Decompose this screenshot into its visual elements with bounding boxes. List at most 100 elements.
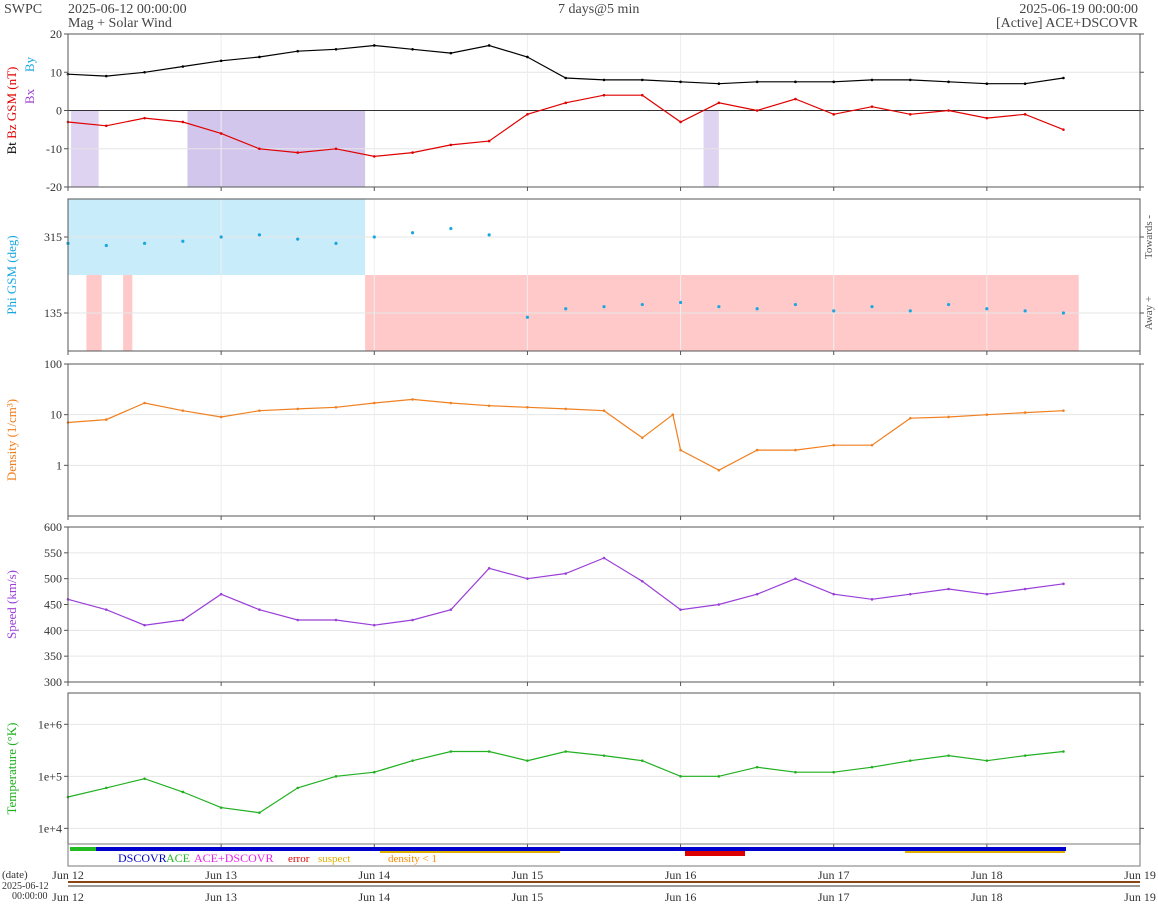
series-line-0	[67, 398, 1064, 471]
data-point-0	[908, 78, 912, 82]
side-label-towards: Towards -	[1143, 215, 1155, 259]
data-point-0	[755, 592, 759, 596]
data-point-0	[1023, 82, 1027, 86]
data-point-0	[717, 468, 721, 472]
y-tick-label: 400	[44, 623, 62, 637]
panel-frame	[67, 363, 1141, 517]
data-point-Phi GSM	[985, 307, 989, 311]
data-point-0	[908, 592, 912, 596]
data-point-0	[258, 608, 261, 611]
data-point-0	[104, 608, 108, 611]
legend-density-lt1: density < 1	[388, 853, 437, 865]
data-point-Phi GSM	[296, 237, 300, 241]
data-point-0	[1062, 76, 1065, 80]
data-point-0	[181, 790, 185, 794]
data-point-0	[296, 407, 300, 411]
data-point-Phi GSM	[793, 302, 798, 307]
data-point-0	[640, 78, 644, 82]
data-point-0	[640, 579, 644, 583]
data-point-0	[794, 577, 797, 580]
y-axis-label: Phi GSM (deg)	[4, 235, 19, 314]
legend-mark-bx: Bx	[22, 88, 37, 104]
data-point-Phi GSM	[1061, 311, 1066, 315]
data-point-0	[602, 409, 606, 412]
y-tick-label: 1e+4	[38, 821, 62, 835]
data-point-0	[372, 623, 376, 627]
data-point-0	[487, 44, 491, 47]
data-point-Phi GSM	[142, 241, 147, 245]
start-time-label: 2025-06-12 00:00:00	[68, 2, 187, 17]
data-point-0	[679, 608, 682, 611]
data-point-1	[372, 155, 376, 158]
panel-2: 1 10 100 Density (1/cm³)	[4, 357, 1144, 520]
data-point-0	[258, 55, 261, 59]
data-point-Phi GSM	[602, 305, 606, 309]
data-point-Phi GSM	[334, 241, 338, 245]
data-point-0	[832, 592, 836, 596]
data-point-0	[832, 443, 836, 447]
data-point-1	[1023, 113, 1027, 116]
y-tick-label: 1e+5	[38, 769, 62, 783]
data-point-0	[449, 750, 453, 753]
data-point-0	[870, 443, 874, 447]
y-tick-label: 500	[44, 572, 62, 586]
y-tick-label: 550	[44, 546, 62, 560]
data-point-Phi GSM	[832, 309, 836, 313]
data-point-0	[219, 592, 223, 596]
x-tick-label-lower: Jun 14	[358, 890, 390, 904]
data-point-Phi GSM	[1023, 309, 1027, 313]
x-tick-label-upper: Jun 12	[52, 868, 84, 882]
data-point-0	[449, 608, 453, 611]
data-point-0	[1023, 587, 1027, 591]
data-point-Phi GSM	[640, 302, 644, 307]
y-tick-label: 300	[44, 675, 62, 689]
data-point-1	[1062, 128, 1065, 131]
data-point-0	[908, 416, 912, 420]
y-tick-label: 10	[50, 65, 62, 79]
data-point-0	[449, 401, 453, 405]
data-point-0	[1062, 582, 1065, 586]
data-point-0	[832, 80, 836, 84]
series-line-0	[67, 557, 1064, 626]
data-point-0	[1062, 409, 1065, 412]
data-point-0	[449, 51, 453, 55]
data-point-0	[985, 592, 989, 596]
data-point-0	[640, 759, 644, 762]
data-point-0	[411, 618, 414, 622]
data-point-0	[372, 770, 376, 774]
data-point-0	[104, 418, 108, 421]
data-point-0	[104, 786, 108, 790]
data-point-1	[717, 101, 721, 105]
data-point-0	[296, 786, 300, 790]
data-point-1	[679, 120, 682, 124]
data-point-1	[526, 113, 529, 116]
data-point-0	[526, 405, 529, 409]
data-point-0	[870, 78, 874, 82]
x-tick-label-upper: Jun 16	[665, 868, 697, 882]
data-point-Phi GSM	[487, 233, 491, 237]
data-point-0	[717, 82, 721, 86]
y-axis-label: Temperature (°K)	[4, 723, 19, 815]
data-point-1	[104, 124, 108, 128]
status-bar-suspect	[380, 851, 560, 853]
data-point-0	[794, 770, 797, 774]
data-point-1	[219, 132, 223, 135]
data-point-0	[258, 409, 261, 412]
data-point-Phi GSM	[564, 307, 568, 311]
x-tick-label-upper: Jun 13	[205, 868, 237, 882]
data-point-0	[143, 401, 146, 405]
y-tick-label: 1e+6	[38, 717, 62, 731]
data-point-0	[526, 759, 529, 762]
data-point-0	[717, 775, 721, 778]
data-point-0	[602, 754, 606, 757]
data-point-0	[411, 398, 414, 401]
data-point-Phi GSM	[181, 239, 185, 243]
side-label-away: Away +	[1143, 296, 1155, 330]
y-axis-label: Speed (km/s)	[4, 570, 19, 639]
y-tick-label: 1	[56, 458, 62, 472]
data-point-0	[1062, 750, 1065, 753]
data-point-0	[602, 78, 606, 82]
legend-error: error	[288, 853, 310, 865]
span-label: 7 days@5 min	[558, 2, 640, 17]
